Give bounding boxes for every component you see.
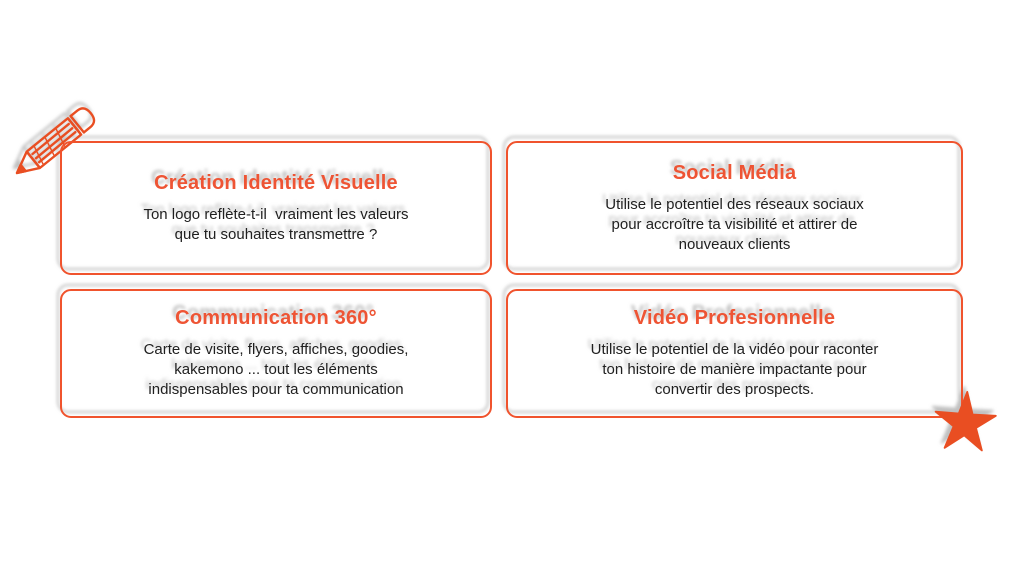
- star-icon: [928, 390, 1002, 458]
- card-social-media: Social Média Utilise le potentiel des ré…: [506, 141, 963, 275]
- card-title: Vidéo Profesionnelle: [633, 307, 836, 329]
- card-video-professionnelle: Vidéo Profesionnelle Utilise le potentie…: [506, 289, 963, 418]
- card-title: Création Identité Visuelle: [154, 171, 398, 194]
- card-title: Social Média: [672, 161, 797, 184]
- card-title: Communication 360°: [175, 307, 377, 329]
- card-body: Carte de visite, flyers, affiches, goodi…: [143, 341, 409, 398]
- card-creation-identite-visuelle: Création Identité Visuelle Ton logo refl…: [60, 141, 492, 275]
- card-communication-360: Communication 360° Carte de visite, flye…: [60, 289, 492, 418]
- card-body: Ton logo reflète-t-il vraiment les valeu…: [143, 205, 409, 243]
- card-body: Utilise le potentiel de la vidéo pour ra…: [590, 341, 879, 398]
- card-body: Utilise le potentiel des réseaux sociaux…: [605, 195, 864, 253]
